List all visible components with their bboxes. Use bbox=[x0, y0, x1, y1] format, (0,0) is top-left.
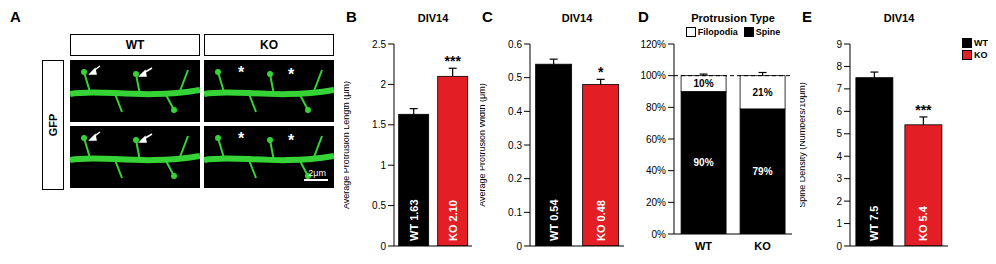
svg-text:2: 2 bbox=[836, 196, 842, 207]
html-text:A: A bbox=[10, 8, 21, 25]
html-text:KO: KO bbox=[260, 38, 278, 52]
html-text:E: E bbox=[802, 8, 812, 25]
html-text:KO: KO bbox=[974, 50, 988, 60]
svg-text:*: * bbox=[238, 130, 245, 147]
html-text:WT: WT bbox=[974, 38, 988, 48]
svg-text:5: 5 bbox=[836, 128, 842, 139]
svg-text:WT 7.5: WT 7.5 bbox=[868, 206, 880, 241]
svg-text:***: *** bbox=[915, 102, 932, 118]
html-text:C: C bbox=[482, 8, 493, 25]
svg-text:0.5: 0.5 bbox=[508, 72, 522, 83]
svg-text:*: * bbox=[598, 64, 604, 80]
html-text:DIV14: DIV14 bbox=[417, 12, 449, 24]
svg-text:*: * bbox=[288, 66, 295, 83]
svg-text:1: 1 bbox=[380, 160, 386, 171]
svg-text:7: 7 bbox=[836, 83, 842, 94]
svg-text:10%: 10% bbox=[694, 78, 714, 89]
html-text:B: B bbox=[346, 8, 357, 25]
svg-text:0.3: 0.3 bbox=[508, 140, 522, 151]
html-text:Filopodia: Filopodia bbox=[697, 27, 738, 37]
svg-text:40%: 40% bbox=[646, 165, 666, 176]
svg-text:Average Protrusion Length (μm): Average Protrusion Length (μm) bbox=[344, 81, 351, 209]
svg-text:6: 6 bbox=[836, 106, 842, 117]
svg-text:0: 0 bbox=[380, 241, 386, 252]
svg-text:KO: KO bbox=[754, 240, 771, 252]
svg-text:4: 4 bbox=[836, 151, 842, 162]
svg-text:79%: 79% bbox=[753, 166, 773, 177]
svg-text:Spine Density (Numbers/10μm): Spine Density (Numbers/10μm) bbox=[800, 82, 807, 208]
svg-text:2: 2 bbox=[380, 79, 386, 90]
html-text:GFP: GFP bbox=[47, 113, 59, 137]
svg-text:Average Protrusion Width (μm): Average Protrusion Width (μm) bbox=[480, 83, 487, 207]
svg-text:KO 2.10: KO 2.10 bbox=[447, 200, 459, 241]
svg-text:120%: 120% bbox=[640, 39, 666, 50]
svg-text:2.5: 2.5 bbox=[372, 39, 386, 50]
svg-text:0.6: 0.6 bbox=[508, 39, 522, 50]
html-text:WT: WT bbox=[125, 38, 145, 52]
svg-text:0.5: 0.5 bbox=[372, 200, 386, 211]
svg-text:0.2: 0.2 bbox=[508, 173, 522, 184]
svg-text:100%: 100% bbox=[640, 70, 666, 81]
svg-text:0%: 0% bbox=[652, 229, 667, 240]
html-text:Spine: Spine bbox=[755, 27, 781, 37]
html-text:D: D bbox=[638, 8, 649, 25]
svg-text:60%: 60% bbox=[646, 134, 666, 145]
html-text:Protrusion Type: Protrusion Type bbox=[691, 12, 775, 24]
svg-text:***: *** bbox=[445, 53, 462, 69]
svg-text:0.4: 0.4 bbox=[508, 106, 522, 117]
html-text:DIV14: DIV14 bbox=[561, 12, 593, 24]
svg-text:KO 5.4: KO 5.4 bbox=[917, 205, 929, 241]
svg-text:WT: WT bbox=[695, 240, 712, 252]
svg-text:WT 1.63: WT 1.63 bbox=[408, 199, 420, 241]
svg-text:0: 0 bbox=[516, 241, 522, 252]
svg-text:*: * bbox=[238, 64, 245, 81]
svg-text:21%: 21% bbox=[753, 87, 773, 98]
svg-text:90%: 90% bbox=[694, 157, 714, 168]
svg-text:3: 3 bbox=[836, 173, 842, 184]
svg-text:KO 0.48: KO 0.48 bbox=[595, 200, 607, 241]
svg-text:0.1: 0.1 bbox=[508, 207, 522, 218]
svg-text:20%: 20% bbox=[646, 197, 666, 208]
svg-text:1.5: 1.5 bbox=[372, 119, 386, 130]
svg-text:80%: 80% bbox=[646, 102, 666, 113]
svg-text:1: 1 bbox=[836, 218, 842, 229]
svg-text:*: * bbox=[288, 132, 295, 149]
svg-text:WT 0.54: WT 0.54 bbox=[548, 199, 560, 241]
html-text:DIV14: DIV14 bbox=[883, 12, 915, 24]
svg-text:9: 9 bbox=[836, 39, 842, 50]
svg-text:2μm: 2μm bbox=[308, 168, 326, 178]
svg-text:0: 0 bbox=[836, 241, 842, 252]
svg-text:8: 8 bbox=[836, 61, 842, 72]
